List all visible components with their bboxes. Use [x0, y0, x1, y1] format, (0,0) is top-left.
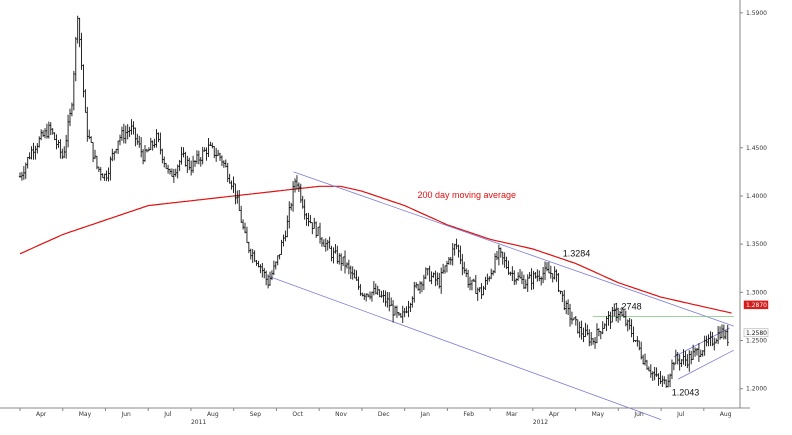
price-tag-label: 1.2580: [746, 330, 767, 337]
x-tick-label: Sep: [250, 411, 262, 418]
y-tick-label: 1.2500: [746, 338, 767, 345]
x-tick-label: Jun: [120, 411, 131, 418]
y-tick-label: 1.2000: [746, 386, 767, 393]
moving-average-line: [19, 185, 732, 314]
channel-line: [293, 171, 734, 327]
price-tag-label: 1.2870: [746, 302, 767, 309]
channel-line: [267, 275, 662, 420]
wedge-line: [677, 349, 734, 380]
moving-average-label: 200 day moving average: [417, 190, 516, 200]
y-tick-label: 1.3000: [746, 289, 767, 296]
price-tag-box: [743, 300, 769, 310]
price-annotation: 1.2748: [614, 302, 642, 312]
price-annotation: 1.3284: [563, 249, 591, 259]
x-tick-label: Feb: [463, 411, 474, 418]
y-tick-label: 1.4500: [746, 145, 767, 152]
y-tick-label: 1.4000: [746, 193, 767, 200]
x-tick-label: Aug: [720, 411, 732, 418]
annotations-layer: 1.3284 1.2748 1.2043 200 day moving average: [417, 190, 699, 398]
axes-layer: 1.5900 1.4500 1.4000 1.3500 1.3000 1.2500 1.20…: [0, 0, 769, 426]
x-tick-label: Jul: [676, 411, 685, 418]
wedge-line: [673, 327, 730, 358]
x-tick-label: Jun: [633, 411, 644, 418]
x-tick-label: Jul: [163, 411, 172, 418]
y-tick-label: 1.5900: [746, 10, 767, 17]
year-label: 2012: [533, 419, 548, 426]
x-tick-label: Aug: [207, 411, 219, 418]
year-label: 2011: [191, 419, 206, 426]
x-tick-label: Oct: [292, 411, 303, 418]
y-tick-label: 1.3500: [746, 241, 767, 248]
price-bars-layer: [18, 15, 729, 388]
x-tick-label: Nov: [335, 411, 347, 418]
x-tick-label: May: [592, 411, 605, 418]
x-tick-label: Dec: [378, 411, 390, 418]
x-tick-label: Jan: [420, 411, 430, 418]
price-annotation: 1.2043: [672, 387, 700, 397]
x-tick-label: Mar: [506, 411, 518, 418]
moving-average-layer: [19, 185, 732, 314]
x-tick-label: Apr: [36, 411, 47, 418]
price-tag-box: [743, 328, 769, 338]
x-tick-label: May: [79, 411, 92, 418]
x-tick-label: Apr: [549, 411, 560, 418]
